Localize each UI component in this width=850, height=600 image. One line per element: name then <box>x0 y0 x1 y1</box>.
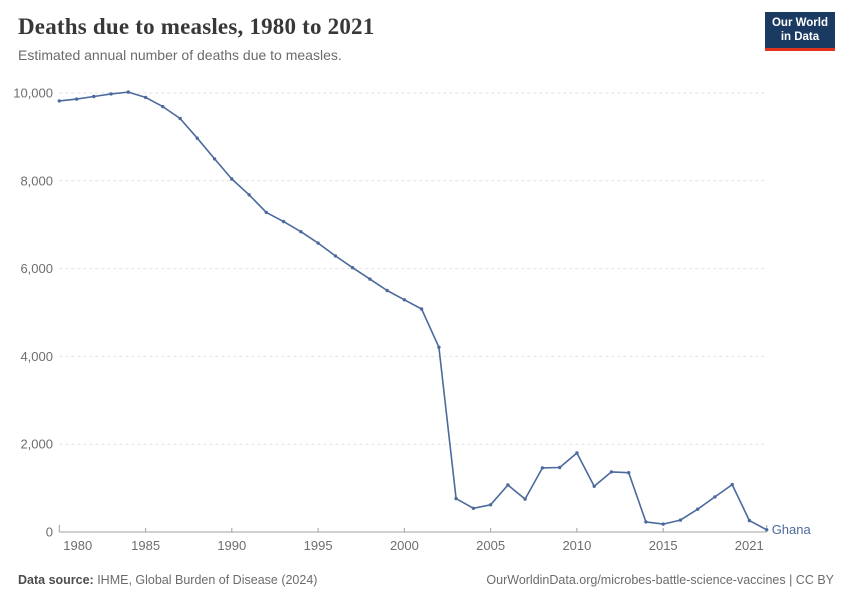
data-source-note: Data source: IHME, Global Burden of Dise… <box>18 573 317 587</box>
x-tick-label: 1980 <box>63 538 92 553</box>
data-point[interactable] <box>299 230 303 234</box>
data-point[interactable] <box>57 99 61 103</box>
data-point[interactable] <box>212 157 217 161</box>
data-point[interactable] <box>368 277 372 281</box>
x-tick-label: 2015 <box>649 538 678 553</box>
data-point[interactable] <box>696 507 700 511</box>
data-point[interactable] <box>713 495 717 499</box>
data-point[interactable] <box>385 288 389 293</box>
data-point[interactable] <box>575 451 579 455</box>
data-point[interactable] <box>230 177 234 181</box>
data-point[interactable] <box>644 520 648 524</box>
data-point[interactable] <box>730 482 734 487</box>
data-point[interactable] <box>350 266 355 270</box>
data-point[interactable] <box>109 92 113 96</box>
data-point[interactable] <box>506 483 510 487</box>
data-point[interactable] <box>661 522 665 526</box>
chart-subtitle: Estimated annual number of deaths due to… <box>18 47 342 63</box>
data-point[interactable] <box>195 136 199 140</box>
data-point[interactable] <box>523 497 527 501</box>
data-source-label: Data source: <box>18 573 94 587</box>
data-source-text: IHME, Global Burden of Disease (2024) <box>93 573 318 587</box>
data-point[interactable] <box>178 116 182 121</box>
data-point[interactable] <box>419 307 424 311</box>
entity-label[interactable]: Ghana <box>772 522 812 537</box>
chart-header: Deaths due to measles, 1980 to 2021 Esti… <box>18 14 750 63</box>
data-point[interactable] <box>143 95 148 100</box>
data-point[interactable] <box>471 506 476 510</box>
measles-deaths-line[interactable] <box>58 91 768 531</box>
data-point[interactable] <box>454 496 458 501</box>
data-point[interactable] <box>488 503 493 507</box>
data-point[interactable] <box>592 484 596 488</box>
data-point[interactable] <box>627 471 631 475</box>
y-tick-label: 10,000 <box>13 86 53 101</box>
data-point[interactable] <box>558 465 562 470</box>
x-tick-label: 1995 <box>304 538 333 553</box>
y-tick-label: 6,000 <box>20 261 53 276</box>
data-point[interactable] <box>333 254 338 258</box>
data-point[interactable] <box>92 94 96 99</box>
owid-logo-line2: in Data <box>780 31 820 44</box>
data-point[interactable] <box>264 210 268 215</box>
data-point[interactable] <box>281 219 286 224</box>
x-tick-label: 2010 <box>562 538 591 553</box>
data-point[interactable] <box>437 345 441 349</box>
data-point[interactable] <box>247 193 251 197</box>
data-point[interactable] <box>747 518 752 523</box>
y-tick-label: 8,000 <box>20 173 53 188</box>
y-tick-label: 2,000 <box>20 437 53 452</box>
page-title: Deaths due to measles, 1980 to 2021 <box>18 14 375 39</box>
x-tick-label: 2005 <box>476 538 505 553</box>
x-tick-label: 2021 <box>735 538 764 553</box>
x-tick-label: 1985 <box>131 538 160 553</box>
owid-logo[interactable]: Our World in Data <box>764 12 835 51</box>
data-point[interactable] <box>540 466 545 470</box>
y-tick-label: 0 <box>46 525 53 540</box>
data-point[interactable] <box>316 241 320 245</box>
y-tick-label: 4,000 <box>20 349 53 364</box>
data-point[interactable] <box>402 298 407 302</box>
data-point[interactable] <box>161 104 165 109</box>
data-point[interactable] <box>74 97 79 101</box>
owid-logo-line1: Our World <box>771 17 828 29</box>
citation-url[interactable]: OurWorldinData.org/microbes-battle-scien… <box>486 573 834 587</box>
x-tick-label: 2000 <box>390 538 419 553</box>
data-point[interactable] <box>765 528 769 532</box>
x-tick-label: 1990 <box>217 538 246 553</box>
chart-footer: Data source: IHME, Global Burden of Dise… <box>18 573 834 587</box>
data-point[interactable] <box>678 518 683 522</box>
data-point[interactable] <box>126 90 130 94</box>
data-point[interactable] <box>609 470 614 474</box>
